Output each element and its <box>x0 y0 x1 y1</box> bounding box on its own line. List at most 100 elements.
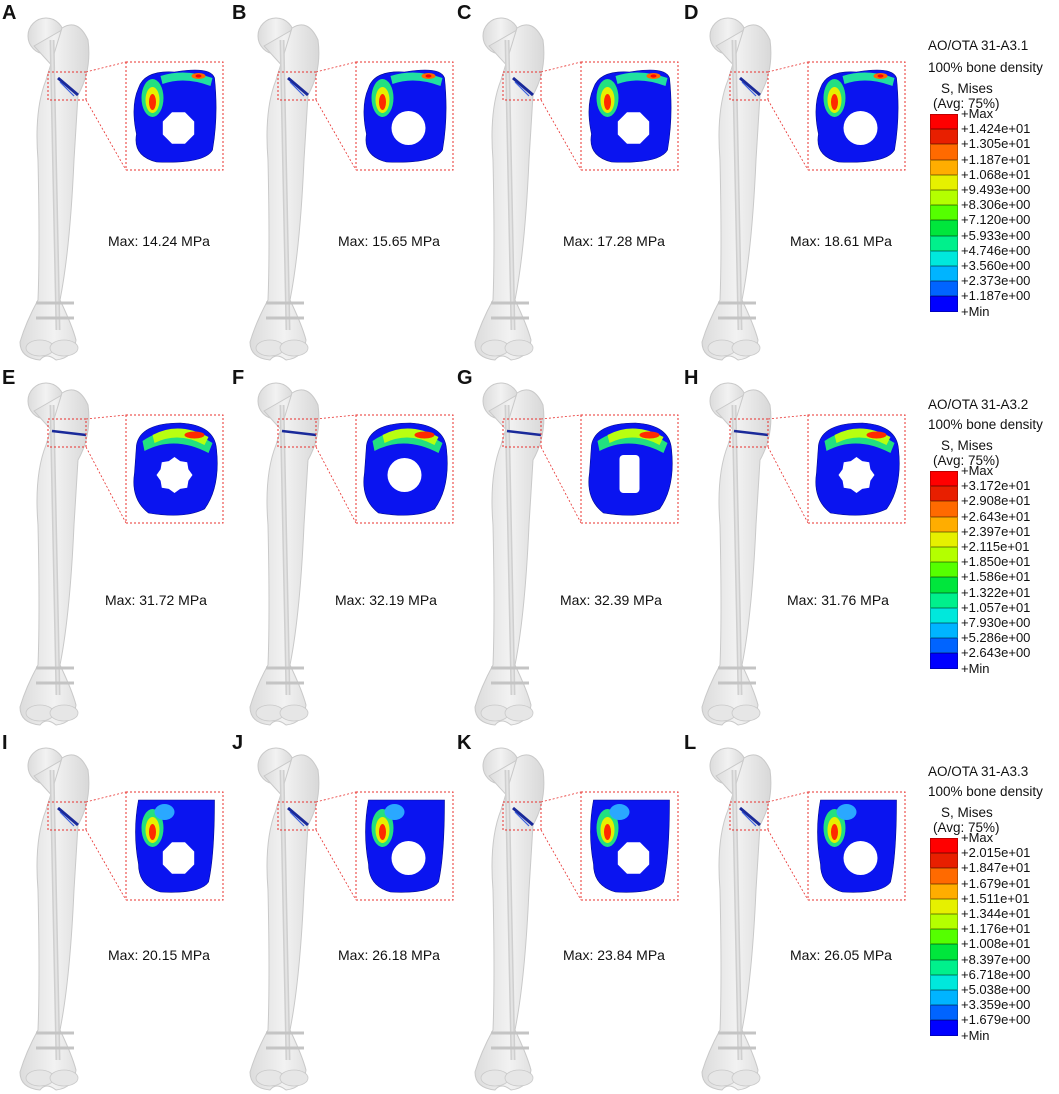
scale-swatch <box>930 516 958 532</box>
zoom-region-box <box>502 418 542 448</box>
panel-letter: H <box>684 367 699 389</box>
scale-max-label: +Max <box>961 830 994 845</box>
panel-l: L Max: 26.05 MPa <box>682 730 907 1094</box>
scale-max-label: +Max <box>961 463 994 478</box>
femur-model <box>474 17 679 361</box>
scale-swatch <box>930 577 958 593</box>
legend-variable: S, Mises <box>941 438 993 453</box>
scale-value-label: +1.305e+01 <box>961 136 1031 152</box>
stress-cross-section <box>133 422 218 516</box>
scale-swatch <box>930 296 958 312</box>
row-a3-1: A Max: 14.24 MPa B Max: 15.65 MPa C Max:… <box>0 0 1059 364</box>
scale-swatch <box>930 190 958 206</box>
scale-value-label: +1.322e+01 <box>961 584 1031 600</box>
panel-b: B Max: 15.65 MPa <box>230 0 455 364</box>
femur-model <box>19 382 224 726</box>
panel-letter: J <box>232 732 244 754</box>
bone-shape <box>19 747 90 1091</box>
bone-shape <box>701 17 772 361</box>
lag-screw <box>51 429 87 437</box>
scale-value-label: +2.908e+01 <box>961 493 1031 509</box>
scale-swatch <box>930 990 958 1006</box>
scale-value-label: +2.643e+01 <box>961 508 1031 524</box>
stress-cross-section <box>363 69 447 163</box>
lag-screw <box>287 806 309 827</box>
max-stress-label: Max: 17.28 MPa <box>563 233 665 249</box>
scale-value-label: +7.120e+00 <box>961 212 1031 228</box>
legend-title: AO/OTA 31-A3.3 <box>928 764 1029 779</box>
max-stress-label: Max: 23.84 MPa <box>563 947 665 963</box>
femur-model <box>249 747 454 1091</box>
scale-value-label: +2.115e+01 <box>961 539 1030 554</box>
row-a3-3: I Max: 20.15 MPa J Max: 26.18 MPa K Max:… <box>0 730 1059 1094</box>
scale-swatch <box>930 235 958 251</box>
stress-cross-section <box>590 799 670 893</box>
femur-model <box>701 382 906 726</box>
lag-screw <box>57 806 79 827</box>
max-stress-label: Max: 20.15 MPa <box>108 947 210 963</box>
legend-density: 100% bone density <box>928 417 1043 432</box>
stress-cross-section <box>588 422 673 516</box>
scale-value-label: +8.397e+00 <box>961 951 1031 967</box>
max-stress-label: Max: 15.65 MPa <box>338 233 440 249</box>
scale-min-label: +Min <box>961 303 990 319</box>
femur-model <box>249 382 454 726</box>
scale-value-label: +3.560e+00 <box>961 258 1031 273</box>
scale-min-label: +Min <box>961 1027 990 1043</box>
lag-screw <box>506 429 542 437</box>
max-stress-label: Max: 32.19 MPa <box>335 592 437 608</box>
panel-d: D Max: 18.61 MPa <box>682 0 907 364</box>
scale-value-label: +3.359e+00 <box>961 997 1031 1013</box>
scale-value-label: +1.850e+01 <box>961 554 1031 570</box>
scale-value-label: +1.068e+01 <box>961 166 1031 182</box>
scale-value-label: +5.286e+00 <box>961 630 1031 646</box>
scale-swatch <box>930 266 958 282</box>
legend-variable: S, Mises <box>941 81 993 96</box>
bone-shape <box>249 382 320 726</box>
bone-shape <box>701 747 772 1091</box>
color-scale: +Max +1.424e+01 +1.305e+01 +1.187e+01 +1.068… <box>925 107 1059 334</box>
scale-swatch <box>930 638 958 654</box>
scale-value-label: +1.424e+01 <box>961 121 1031 137</box>
scale-value-label: +2.373e+00 <box>961 273 1031 289</box>
femur-model <box>249 17 454 361</box>
panel-k: K Max: 23.84 MPa <box>455 730 680 1094</box>
zoom-region-box <box>47 71 87 101</box>
bone-shape <box>474 747 545 1091</box>
scale-swatch <box>930 1020 958 1036</box>
lag-screw <box>287 76 309 97</box>
scale-value-label: +1.847e+01 <box>961 860 1031 876</box>
max-stress-label: Max: 32.39 MPa <box>560 592 662 608</box>
scale-value-label: +6.718e+00 <box>961 966 1031 982</box>
zoom-region-box <box>277 71 317 101</box>
scale-swatch <box>930 592 958 608</box>
color-scale: +Max +3.172e+01 +2.908e+01 +2.643e+01 +2.397… <box>925 464 1059 691</box>
zoom-region-box <box>502 71 542 101</box>
scale-value-label: +1.057e+01 <box>961 599 1031 615</box>
bone-shape <box>249 747 320 1091</box>
scale-swatch <box>930 974 958 990</box>
scale-value-label: +1.586e+01 <box>961 569 1031 585</box>
scale-swatch <box>930 914 958 930</box>
femur-model <box>19 17 224 361</box>
zoom-region-box <box>729 71 769 101</box>
scale-swatch <box>930 471 958 487</box>
stress-cross-section <box>133 69 217 163</box>
scale-value-label: +2.643e+00 <box>961 645 1031 661</box>
scale-value-label: +1.344e+01 <box>961 906 1031 921</box>
lag-screw <box>739 806 761 827</box>
scale-swatch <box>930 623 958 639</box>
scale-swatch <box>930 281 958 297</box>
scale-swatch <box>930 929 958 945</box>
scale-swatch <box>930 653 958 669</box>
scale-swatch <box>930 159 958 175</box>
scale-swatch <box>930 144 958 160</box>
zoom-region-box <box>277 418 317 448</box>
panel-i: I Max: 20.15 MPa <box>0 730 225 1094</box>
zoom-region-box <box>47 801 87 831</box>
legend-averaging: (Avg: 75%) <box>933 820 1000 835</box>
bone-shape <box>474 382 545 726</box>
scale-value-label: +1.511e+01 <box>961 890 1030 906</box>
bone-shape <box>249 17 320 361</box>
scale-value-label: +1.679e+00 <box>961 1012 1031 1028</box>
